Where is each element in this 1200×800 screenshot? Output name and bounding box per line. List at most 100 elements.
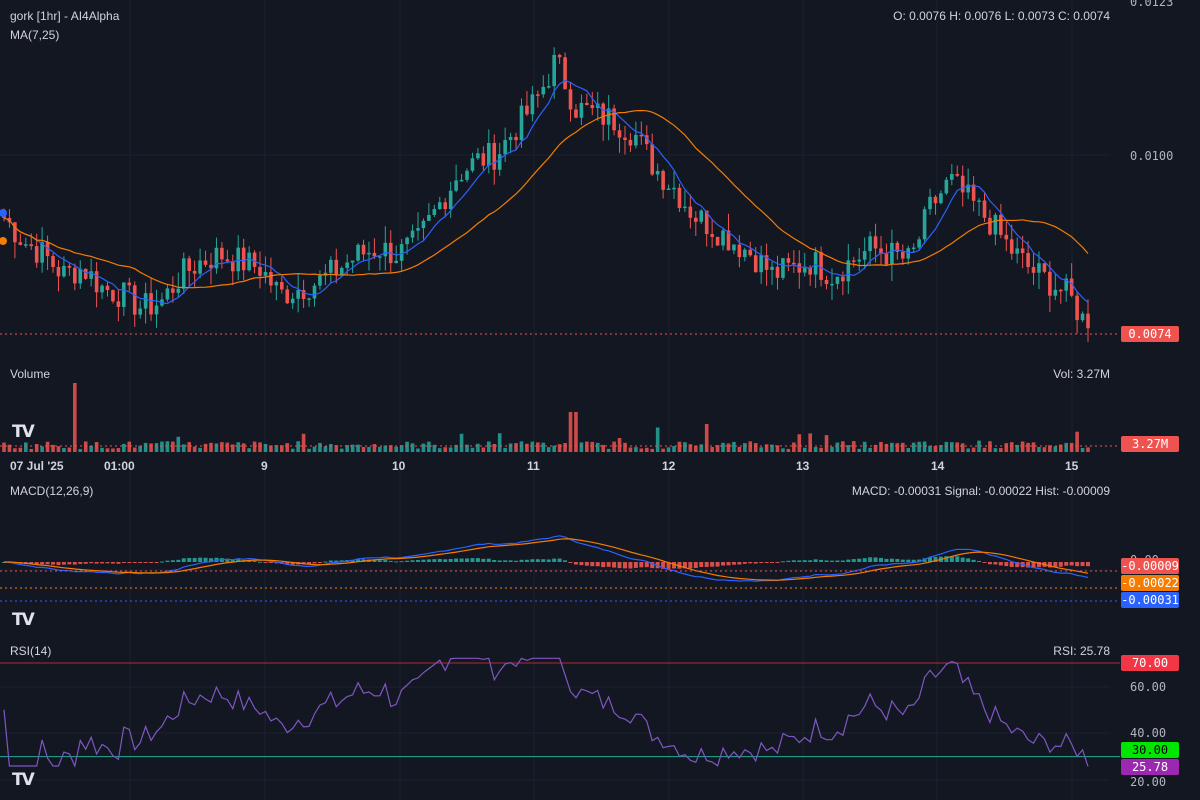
time-tick-1: 01:00: [104, 459, 135, 473]
candle-body: [1075, 295, 1079, 321]
macd-hist-bar: [1004, 562, 1009, 567]
candle-body: [345, 262, 349, 268]
macd-hist-bar: [339, 560, 344, 562]
rsi-lower-tag: 30.00: [1121, 742, 1179, 758]
candle-body: [786, 258, 791, 263]
volume-bar: [710, 447, 714, 452]
macd-hist-bar: [557, 558, 562, 562]
macd-hist-bar: [917, 559, 922, 562]
macd-hist-bar: [541, 559, 546, 562]
volume-bar: [1020, 441, 1025, 452]
macd-hist-bar: [884, 558, 889, 562]
volume-bar: [13, 448, 17, 452]
candle-body: [78, 268, 83, 284]
volume-bar: [225, 442, 230, 452]
rsi-tick-60: 60.00: [1130, 680, 1167, 694]
macd-hist-bar: [34, 562, 39, 565]
volume-bar: [160, 441, 164, 452]
candle-body: [813, 252, 818, 275]
candle-body: [1058, 289, 1063, 292]
macd-hist-tag: -0.00009: [1121, 558, 1179, 574]
volume-bar: [536, 442, 540, 452]
macd-hist-bar: [726, 562, 731, 566]
volume-bar: [966, 448, 970, 452]
volume-bar: [236, 442, 241, 452]
volume-bar: [917, 441, 921, 452]
volume-bar: [465, 444, 469, 452]
ma7-dot: [0, 209, 7, 217]
macd-hist-bar: [426, 559, 431, 562]
volume-bar: [726, 443, 731, 452]
candle-body: [895, 242, 900, 252]
macd-hist-bar: [737, 562, 742, 565]
candle-body: [623, 137, 627, 140]
macd-hist-bar: [731, 562, 736, 565]
macd-hist-bar: [29, 562, 34, 565]
volume-bar: [944, 441, 949, 452]
volume-bar: [181, 444, 186, 452]
tradingview-logo-rsi[interactable]: TV: [12, 770, 35, 790]
candle-body: [165, 288, 170, 300]
volume-bar: [563, 442, 567, 452]
candle-body: [819, 252, 823, 280]
macd-hist-bar: [710, 562, 715, 567]
volume-bar: [693, 445, 698, 452]
macd-hist-bar: [388, 560, 393, 562]
macd-hist-bar: [851, 559, 856, 562]
candle-body: [143, 293, 148, 309]
macd-hist-bar: [67, 562, 72, 565]
candle-body: [481, 153, 486, 166]
volume-bar: [960, 443, 965, 452]
candle-body: [726, 230, 731, 251]
candle-body: [944, 179, 949, 194]
macd-hist-bar: [770, 562, 775, 563]
candle-body: [1037, 263, 1041, 273]
tradingview-logo-macd[interactable]: TV: [12, 610, 35, 630]
volume-bar: [378, 446, 382, 452]
volume-bar: [503, 447, 507, 452]
volume-bar: [280, 445, 284, 452]
macd-hist-bar: [268, 562, 273, 563]
candle-body: [356, 244, 360, 261]
volume-bar: [786, 448, 791, 452]
candle-body: [73, 267, 77, 284]
macd-hist-bar: [612, 562, 617, 568]
candle-body: [318, 275, 322, 286]
candle-body: [639, 134, 644, 137]
candle-body: [198, 260, 202, 274]
volume-bar: [595, 442, 600, 452]
macd-hist-bar: [127, 562, 132, 563]
volume-bar: [617, 438, 622, 452]
macd-hist-bar: [377, 560, 382, 562]
macd-hist-bar: [672, 562, 677, 569]
macd-hist-bar: [759, 562, 764, 563]
volume-bar: [329, 444, 333, 452]
macd-hist-bar: [1080, 562, 1085, 566]
rsi-line: [3, 657, 1089, 768]
candle-body: [950, 174, 954, 180]
candle-body: [525, 105, 529, 115]
volume-bar: [94, 442, 99, 452]
candle-body: [470, 158, 475, 171]
volume-bar: [40, 446, 44, 452]
tradingview-logo[interactable]: TV: [12, 422, 35, 442]
macd-hist-bar: [677, 562, 682, 569]
volume-bar: [955, 442, 960, 452]
candle-body: [841, 276, 845, 282]
macd-hist-bar: [465, 558, 470, 562]
macd-hist-bar: [1075, 562, 1080, 567]
macd-hist-bar: [285, 562, 290, 565]
volume-bar: [56, 446, 61, 452]
macd-hist-bar: [693, 562, 698, 569]
candle-body: [982, 200, 987, 218]
volume-bar: [18, 447, 23, 452]
volume-bar: [176, 436, 181, 452]
volume-bar: [394, 446, 399, 452]
candle-body: [432, 208, 437, 215]
macd-hist-bar: [1058, 562, 1063, 567]
candle-body: [280, 282, 284, 290]
candle-body: [1004, 234, 1009, 240]
volume-bar: [939, 444, 943, 452]
rsi-label: RSI(14): [10, 644, 52, 658]
